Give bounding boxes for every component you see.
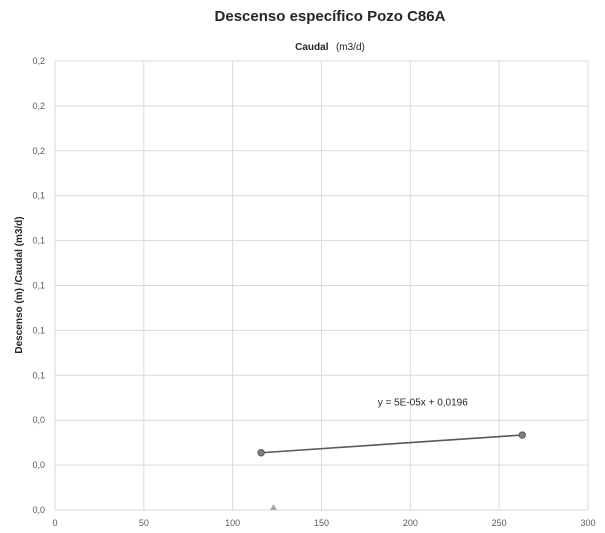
series-line: [261, 434, 523, 454]
subtitle-unit: (m3/d): [336, 42, 365, 53]
y-tick-label: 0,2: [32, 101, 45, 111]
annotations: y = 5E-05x + 0,0196: [378, 398, 469, 409]
data-point-triangle: [270, 504, 278, 510]
y-tick-label: 0,2: [32, 146, 45, 156]
x-tick-label: 100: [225, 518, 240, 528]
data-point: [257, 449, 265, 457]
y-tick-label: 0,1: [32, 325, 45, 335]
y-ticks: 0,0 0,0 0,0 0,1 0,1 0,1 0,1 0,1 0,2 0,2 0,2: [32, 56, 45, 515]
chart-subtitle: Caudal (m3/d): [295, 37, 365, 54]
x-tick-label: 150: [314, 518, 329, 528]
x-tick-label: 200: [403, 518, 418, 528]
chart-title: Descenso específico Pozo C86A: [215, 8, 446, 25]
trendline-equation: y = 5E-05x + 0,0196: [378, 398, 469, 409]
series: [257, 431, 526, 510]
y-tick-label: 0,1: [32, 236, 45, 246]
x-tick-label: 250: [492, 518, 507, 528]
y-tick-label: 0,1: [32, 370, 45, 380]
y-tick-label: 0,0: [32, 460, 45, 470]
y-tick-label: 0,2: [32, 56, 45, 66]
x-tick-label: 0: [52, 518, 57, 528]
y-tick-label: 0,1: [32, 281, 45, 291]
data-point: [518, 431, 526, 439]
x-tick-label: 50: [139, 518, 149, 528]
y-tick-label: 0,1: [32, 191, 45, 201]
subtitle-bold: Caudal: [295, 42, 329, 53]
y-tick-label: 0,0: [32, 415, 45, 425]
grid: [54, 60, 589, 511]
y-axis-label: Descenso (m) /Caudal (m3/d): [14, 216, 25, 353]
x-tick-label: 300: [580, 518, 595, 528]
y-tick-label: 0,0: [32, 505, 45, 515]
x-ticks: 0 50 100 150 200 250 300: [52, 518, 595, 528]
